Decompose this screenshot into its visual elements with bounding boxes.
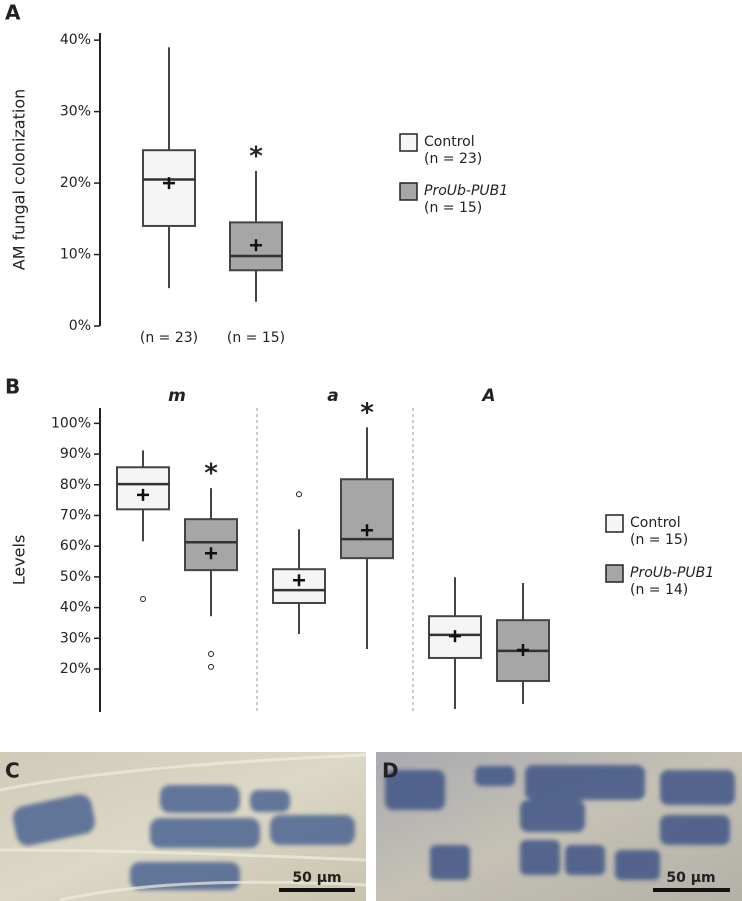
panel-label: C: [5, 759, 20, 783]
y-tick-label: 10%: [60, 247, 91, 263]
legend-swatch: [605, 564, 624, 583]
significance: *: [204, 459, 218, 489]
panel-label: B: [5, 375, 20, 399]
outlier: [296, 491, 302, 498]
group-label: a: [327, 386, 338, 406]
legend-label: Control: [424, 134, 475, 150]
y-tick-label: 100%: [51, 415, 91, 431]
box: [184, 518, 238, 572]
y-tick-label: 80%: [60, 477, 91, 493]
panel-label: A: [5, 1, 21, 25]
y-tick-label: 50%: [60, 569, 91, 585]
legend-swatch: [399, 133, 418, 152]
legend-n: (n = 14): [630, 582, 688, 598]
group-label: m: [168, 386, 186, 406]
y-tick-label: 60%: [60, 538, 91, 554]
legend-label: ProUb-PUB1: [424, 183, 508, 199]
scale-bar-label: 50 µm: [292, 870, 341, 886]
mean: [361, 524, 373, 537]
y-tick-label: 40%: [60, 600, 91, 616]
y-axis-label: Levels: [10, 535, 29, 586]
outlier: [208, 650, 214, 657]
significance: *: [249, 141, 263, 171]
box: [116, 466, 170, 511]
legend-swatch: [605, 514, 624, 533]
y-tick-label: 70%: [60, 507, 91, 523]
x-tick-label: (n = 15): [227, 330, 285, 346]
mean: [137, 488, 149, 501]
y-tick-label: 0%: [69, 318, 91, 334]
y-tick-label: 30%: [60, 104, 91, 120]
mean: [293, 574, 305, 587]
mean: [449, 630, 461, 643]
legend-label: ProUb-PUB1: [630, 565, 714, 581]
mean: [205, 547, 217, 560]
y-tick-label: 90%: [60, 446, 91, 462]
y-tick-label: 20%: [60, 175, 91, 191]
y-tick-label: 30%: [60, 630, 91, 646]
outlier: [208, 663, 214, 670]
mean: [250, 239, 262, 252]
significance: *: [360, 398, 374, 428]
group-label: A: [480, 386, 495, 406]
legend-label: Control: [630, 515, 681, 531]
y-tick-label: 40%: [60, 32, 91, 48]
micrograph-d: [376, 752, 742, 901]
y-axis-label: AM fungal colonization: [10, 89, 29, 271]
panel-label: D: [382, 759, 399, 783]
outlier: [140, 595, 146, 602]
micrograph-c: [0, 752, 367, 901]
y-tick-label: 20%: [60, 661, 91, 677]
scale-bar-label: 50 µm: [666, 870, 715, 886]
legend-n: (n = 15): [424, 200, 482, 216]
mean: [163, 177, 175, 190]
box: [340, 478, 394, 560]
mean: [517, 643, 529, 656]
legend-swatch: [399, 182, 418, 201]
legend-n: (n = 15): [630, 532, 688, 548]
legend-n: (n = 23): [424, 151, 482, 167]
x-tick-label: (n = 23): [140, 330, 198, 346]
